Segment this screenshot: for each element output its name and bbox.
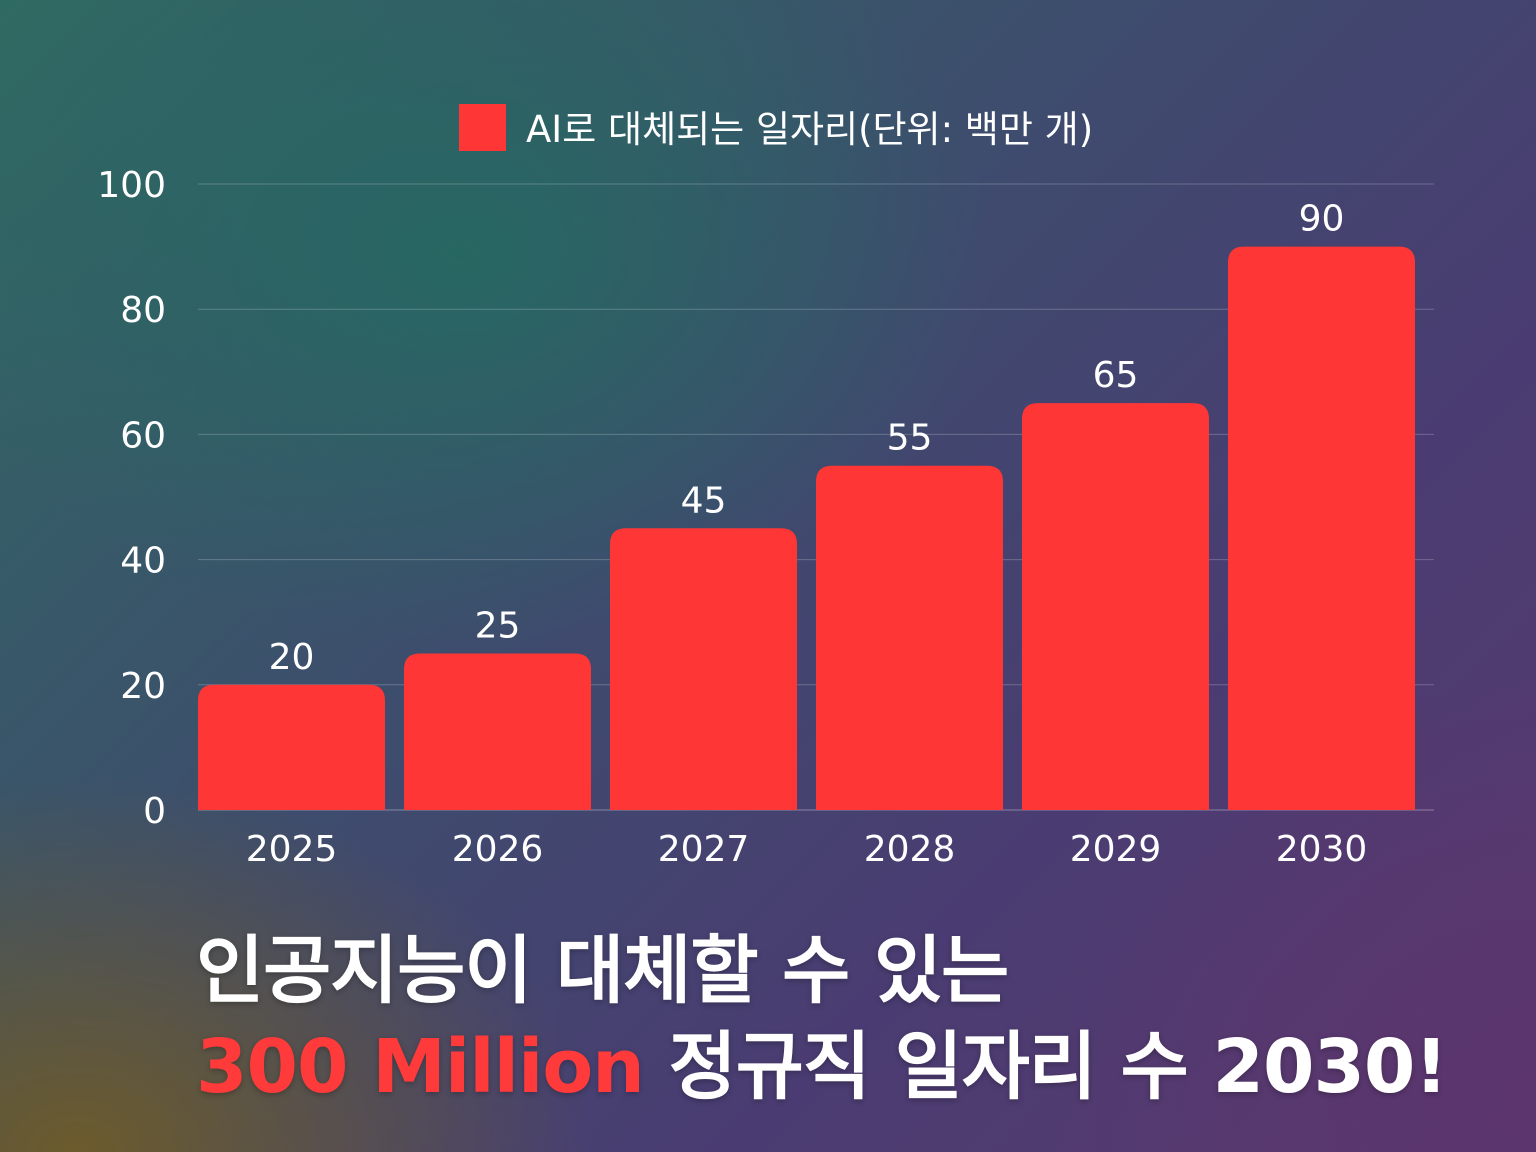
x-tick-label: 2029 bbox=[1070, 829, 1162, 870]
y-tick-label: 100 bbox=[97, 165, 166, 206]
bar bbox=[1022, 403, 1209, 810]
y-tick-label: 0 bbox=[143, 791, 166, 832]
data-label: 45 bbox=[681, 480, 727, 521]
bar bbox=[404, 653, 591, 810]
headline-line-2-text: 정규직 일자리 수 2030! bbox=[643, 1024, 1449, 1110]
headline-line-2: 300 Million 정규직 일자리 수 2030! bbox=[196, 1030, 1496, 1104]
y-tick-label: 80 bbox=[120, 290, 166, 331]
headline-line-1-text: 인공지능이 대체할 수 있는 bbox=[196, 928, 1009, 1014]
bar bbox=[610, 528, 797, 810]
headline-line-1: 인공지능이 대체할 수 있는 bbox=[196, 934, 1496, 1008]
data-label: 55 bbox=[887, 418, 933, 459]
x-tick-label: 2026 bbox=[452, 829, 544, 870]
data-label: 65 bbox=[1093, 355, 1139, 396]
bar bbox=[816, 465, 1003, 810]
bar bbox=[198, 684, 385, 810]
legend-swatch bbox=[459, 104, 506, 151]
y-tick-label: 20 bbox=[120, 666, 166, 707]
x-tick-label: 2027 bbox=[658, 829, 750, 870]
data-label: 90 bbox=[1299, 199, 1345, 240]
y-tick-label: 40 bbox=[120, 541, 166, 582]
y-tick-label: 60 bbox=[120, 415, 166, 456]
headline-accent-number: 300 Million bbox=[196, 1024, 645, 1110]
data-label: 25 bbox=[475, 606, 521, 647]
x-tick-label: 2030 bbox=[1276, 829, 1368, 870]
legend-label: AI로 대체되는 일자리(단위: 백만 개) bbox=[526, 108, 1093, 151]
data-label: 20 bbox=[269, 637, 315, 678]
x-tick-label: 2025 bbox=[246, 829, 338, 870]
bar bbox=[1228, 246, 1415, 811]
x-tick-label: 2028 bbox=[864, 829, 956, 870]
